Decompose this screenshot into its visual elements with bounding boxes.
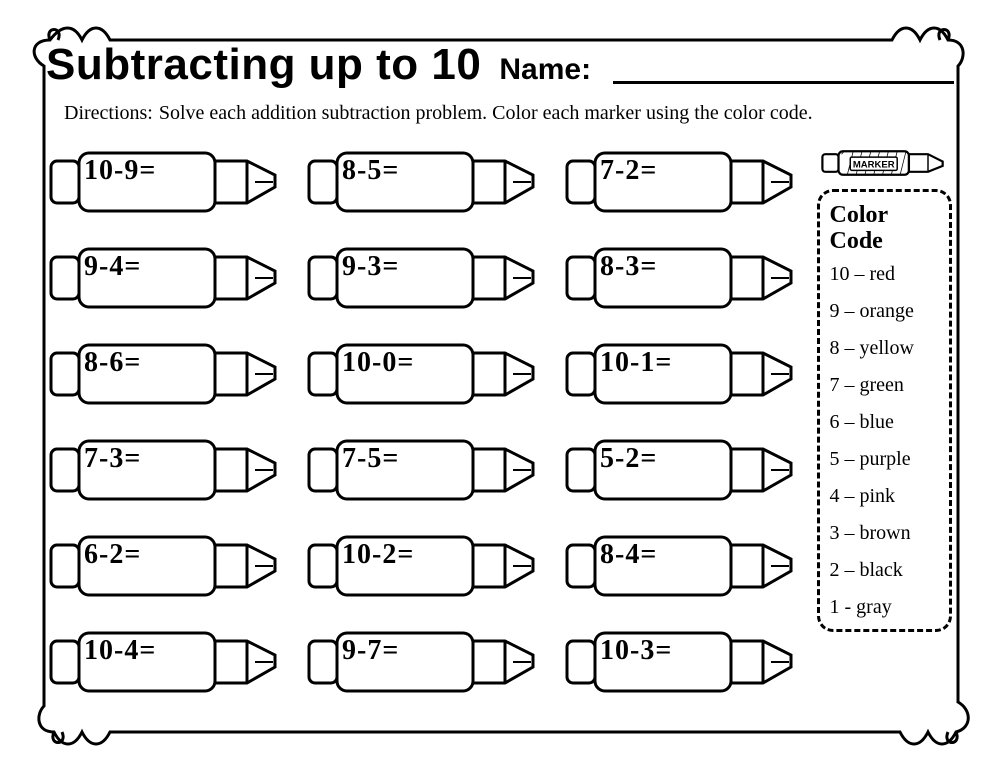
marker-item[interactable]: 5-2= <box>562 431 800 509</box>
color-code-item: 1 - gray <box>830 596 939 619</box>
problem-text: 10-4= <box>84 635 156 667</box>
color-code-item: 9 – orange <box>830 300 939 323</box>
marker-item[interactable]: 10-3= <box>562 623 800 701</box>
problem-text: 10-9= <box>84 155 156 187</box>
marker-outline <box>562 431 800 509</box>
directions: Directions: Solve each addition subtracti… <box>64 100 914 127</box>
problem-text: 7-3= <box>84 443 141 475</box>
problem-text: 7-2= <box>600 155 657 187</box>
marker-item[interactable]: 8-6= <box>46 335 284 413</box>
marker-item[interactable]: 10-2= <box>304 527 542 605</box>
marker-outline <box>46 623 284 701</box>
marker-outline <box>562 623 800 701</box>
color-code-item: 6 – blue <box>830 411 939 434</box>
marker-outline <box>562 143 800 221</box>
marker-item[interactable]: 9-3= <box>304 239 542 317</box>
marker-item[interactable]: 9-7= <box>304 623 542 701</box>
marker-icon: MARKER <box>818 143 950 183</box>
marker-item[interactable]: 10-9= <box>46 143 284 221</box>
problem-text: 7-5= <box>342 443 399 475</box>
problem-text: 10-1= <box>600 347 672 379</box>
name-input-line[interactable] <box>613 81 954 84</box>
marker-outline <box>304 335 542 413</box>
marker-outline <box>46 527 284 605</box>
problem-text: 10-2= <box>342 539 414 571</box>
marker-outline <box>46 143 284 221</box>
color-code-title: Color Code <box>830 202 939 255</box>
problem-text: 8-6= <box>84 347 141 379</box>
marker-outline <box>304 239 542 317</box>
problem-text: 8-5= <box>342 155 399 187</box>
directions-label: Directions: <box>64 102 153 124</box>
marker-item[interactable]: 8-4= <box>562 527 800 605</box>
problem-text: 8-4= <box>600 539 657 571</box>
marker-outline <box>304 623 542 701</box>
marker-outline <box>46 335 284 413</box>
marker-item[interactable]: 9-4= <box>46 239 284 317</box>
color-code-list: 10 – red 9 – orange 8 – yellow 7 – green 6 –… <box>830 263 939 619</box>
page-title: Subtracting up to 10 <box>46 40 481 90</box>
markers-grid: 10-9= 8-5= 7-2= <box>46 143 800 701</box>
marker-outline <box>562 527 800 605</box>
marker-outline <box>304 431 542 509</box>
marker-item[interactable]: 8-5= <box>304 143 542 221</box>
problem-text: 9-7= <box>342 635 399 667</box>
problem-text: 9-3= <box>342 251 399 283</box>
marker-outline <box>46 431 284 509</box>
marker-item[interactable]: 7-5= <box>304 431 542 509</box>
color-code-item: 5 – purple <box>830 448 939 471</box>
marker-item[interactable]: 6-2= <box>46 527 284 605</box>
marker-item[interactable]: 8-3= <box>562 239 800 317</box>
color-code-item: 4 – pink <box>830 485 939 508</box>
directions-text: Solve each addition subtraction problem.… <box>159 102 813 124</box>
marker-outline <box>46 239 284 317</box>
marker-icon-label: MARKER <box>853 159 895 170</box>
problem-text: 6-2= <box>84 539 141 571</box>
marker-outline <box>304 527 542 605</box>
problem-text: 10-3= <box>600 635 672 667</box>
worksheet-content: Subtracting up to 10 Name: Directions: So… <box>46 40 954 728</box>
marker-item[interactable]: 7-3= <box>46 431 284 509</box>
problem-text: 5-2= <box>600 443 657 475</box>
side-column: MARKER Color Code 10 – red 9 – orange 8 – … <box>814 143 954 701</box>
marker-outline <box>304 143 542 221</box>
problem-text: 10-0= <box>342 347 414 379</box>
marker-item[interactable]: 10-1= <box>562 335 800 413</box>
color-code-item: 10 – red <box>830 263 939 286</box>
color-code-box: Color Code 10 – red 9 – orange 8 – yellow 7… <box>817 189 952 632</box>
marker-item[interactable]: 7-2= <box>562 143 800 221</box>
problem-text: 8-3= <box>600 251 657 283</box>
color-code-item: 2 – black <box>830 559 939 582</box>
color-code-item: 3 – brown <box>830 522 939 545</box>
problem-text: 9-4= <box>84 251 141 283</box>
main-grid: 10-9= 8-5= 7-2= <box>46 143 954 701</box>
marker-item[interactable]: 10-4= <box>46 623 284 701</box>
color-code-item: 7 – green <box>830 374 939 397</box>
color-code-item: 8 – yellow <box>830 337 939 360</box>
marker-outline <box>562 335 800 413</box>
name-label: Name: <box>499 53 591 87</box>
marker-outline <box>562 239 800 317</box>
marker-item[interactable]: 10-0= <box>304 335 542 413</box>
header-row: Subtracting up to 10 Name: <box>46 40 954 90</box>
